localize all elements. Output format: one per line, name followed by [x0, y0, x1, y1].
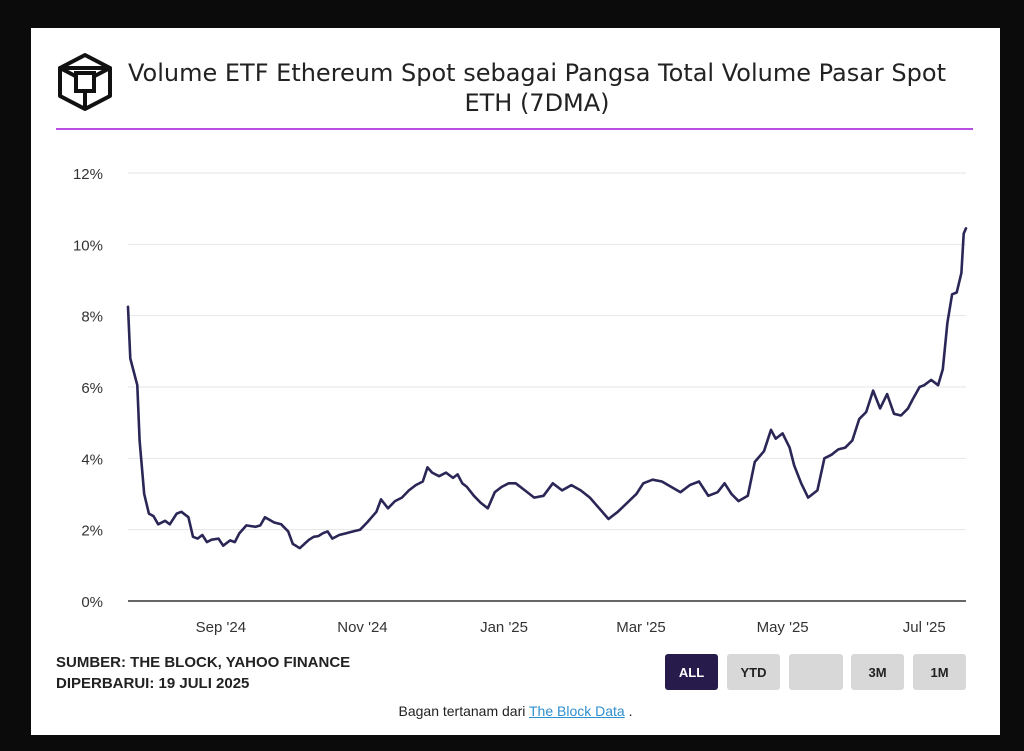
x-tick-label: Sep '24	[196, 619, 246, 636]
range-button-3m[interactable]: 3M	[851, 654, 904, 690]
chart-footer: SUMBER: THE BLOCK, YAHOO FINANCE DIPERBA…	[56, 652, 350, 694]
chart-plot: 0% 2% 4% 6% 8% 10% 12% Sep '24 Nov '24 Jan '25 Mar…	[73, 166, 968, 636]
embed-credit: Bagan tertanam dari The Block Data .	[31, 703, 1000, 719]
series-line	[126, 227, 968, 550]
y-tick-label: 4%	[81, 451, 103, 468]
chart-title: Volume ETF Ethereum Spot sebagai Pangsa …	[128, 59, 946, 117]
updated-text: DIPERBARUI: 19 JULI 2025	[56, 675, 250, 692]
embed-prefix: Bagan tertanam dari	[398, 703, 526, 719]
x-tick-label: May '25	[757, 619, 809, 636]
y-tick-label: 0%	[81, 594, 103, 611]
x-tick-label: Mar '25	[616, 619, 666, 636]
y-tick-label: 10%	[73, 237, 103, 254]
x-tick-label: Jul '25	[903, 619, 946, 636]
range-button-ytd[interactable]: YTD	[727, 654, 780, 690]
y-tick-label: 12%	[73, 166, 103, 183]
y-tick-label: 6%	[81, 380, 103, 397]
y-tick-label: 2%	[81, 523, 103, 540]
y-tick-label: 8%	[81, 309, 103, 326]
the-block-data-link[interactable]: The Block Data	[529, 703, 625, 719]
range-button-all[interactable]: ALL	[665, 654, 718, 690]
title-divider	[56, 128, 973, 130]
x-tick-label: Jan '25	[480, 619, 528, 636]
range-button-blank[interactable]	[789, 654, 843, 690]
chart-card: Volume ETF Ethereum Spot sebagai Pangsa …	[31, 28, 1000, 735]
range-button-1m[interactable]: 1M	[913, 654, 966, 690]
the-block-logo-icon	[58, 53, 112, 111]
x-tick-label: Nov '24	[337, 619, 387, 636]
embed-suffix: .	[628, 703, 633, 719]
source-text: SUMBER: THE BLOCK, YAHOO FINANCE	[56, 654, 351, 671]
